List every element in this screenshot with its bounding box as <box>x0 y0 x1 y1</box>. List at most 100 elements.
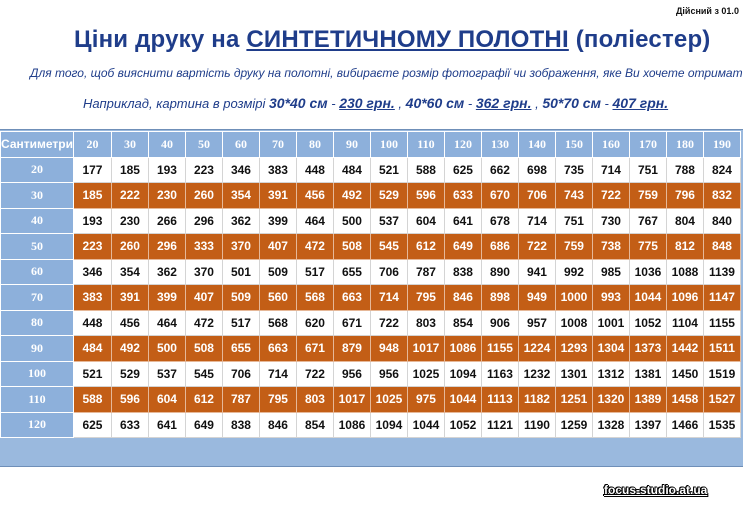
table-row: 70 383 391 399 407 509 560 568 663 714 795 846 898 94… <box>0 284 741 311</box>
price-cell: 625 <box>72 411 112 438</box>
price-cell: 500 <box>147 335 186 362</box>
row-header: 110 <box>0 386 74 413</box>
price-cell: 1121 <box>480 411 519 438</box>
price-cell: 906 <box>480 309 519 336</box>
price-cell: 898 <box>480 284 519 311</box>
price-cell: 722 <box>369 309 408 336</box>
price-cell: 266 <box>147 207 186 234</box>
price-cell: 803 <box>406 309 445 336</box>
price-cell: 1044 <box>406 411 445 438</box>
price-cell: 1086 <box>332 411 371 438</box>
column-header: 170 <box>628 131 667 158</box>
price-cell: 545 <box>184 360 223 387</box>
price-cell: 698 <box>517 156 556 183</box>
price-cell: 735 <box>554 156 593 183</box>
example-size-2: 40*60 см <box>405 95 465 111</box>
row-header: 60 <box>0 258 74 285</box>
price-cell: 1442 <box>665 335 704 362</box>
price-cell: 588 <box>72 386 112 413</box>
price-cell: 941 <box>517 258 556 285</box>
price-cell: 521 <box>72 360 112 387</box>
table-row: 50 223 260 296 333 370 407 472 508 545 612 649 686 72… <box>0 233 741 260</box>
price-cell: 706 <box>517 182 556 209</box>
price-cell: 678 <box>480 207 519 234</box>
price-cell: 1389 <box>628 386 667 413</box>
price-cell: 1182 <box>517 386 556 413</box>
title-highlight: СИНТЕТИЧНОМУ ПОЛОТНІ <box>246 26 569 53</box>
example-size-1: 30*40 см <box>269 95 328 111</box>
price-cell: 743 <box>554 182 593 209</box>
column-header: 150 <box>554 131 593 158</box>
price-cell: 1293 <box>554 335 593 362</box>
price-cell: 1397 <box>628 411 667 438</box>
row-header: 30 <box>0 182 74 209</box>
price-cell: 788 <box>665 156 704 183</box>
price-cell: 464 <box>295 207 334 234</box>
page-title: Ціни друку на СИНТЕТИЧНОМУ ПОЛОТНІ (полі… <box>74 26 711 54</box>
price-cell: 407 <box>184 284 223 311</box>
price-cell: 804 <box>665 207 704 234</box>
price-cell: 354 <box>110 258 149 285</box>
price-cell: 620 <box>295 309 334 336</box>
price-cell: 730 <box>591 207 630 234</box>
price-cell: 722 <box>591 182 630 209</box>
price-cell: 346 <box>72 258 112 285</box>
price-cell: 1001 <box>591 309 630 336</box>
price-cell: 1025 <box>369 386 408 413</box>
price-cell: 383 <box>72 284 112 311</box>
price-cell: 670 <box>480 182 519 209</box>
price-cell: 1519 <box>702 360 741 387</box>
price-cell: 706 <box>221 360 260 387</box>
price-cell: 1017 <box>332 386 371 413</box>
price-cell: 1466 <box>665 411 704 438</box>
row-header: 120 <box>0 411 74 438</box>
price-cell: 448 <box>295 156 334 183</box>
price-cell: 655 <box>221 335 260 362</box>
intro-text: Для того, щоб вияснити вартість друку на… <box>30 66 743 80</box>
table-row: 90 484 492 500 508 655 663 671 879 948 1017 1086 115… <box>0 335 741 362</box>
price-cell: 775 <box>628 233 667 260</box>
price-cell: 714 <box>258 360 297 387</box>
price-cell: 588 <box>406 156 445 183</box>
table-row: 40 193 230 266 296 362 399 464 500 537 604 641 678 71… <box>0 207 741 234</box>
table-row: 20 177 185 193 223 346 383 448 484 521 588 625 662 69… <box>0 156 741 183</box>
price-cell: 260 <box>110 233 149 260</box>
price-cell: 714 <box>369 284 408 311</box>
price-cell: 529 <box>110 360 149 387</box>
price-cell: 879 <box>332 335 371 362</box>
table-row: 100 521 529 537 545 706 714 722 956 956 1025 1094 11… <box>0 360 741 387</box>
price-cell: 714 <box>517 207 556 234</box>
price-cell: 975 <box>406 386 445 413</box>
price-cell: 568 <box>295 284 334 311</box>
footer-url: focus-studio.at.ua <box>604 483 708 497</box>
price-cell: 484 <box>72 335 112 362</box>
column-header: 20 <box>72 131 112 158</box>
price-cell: 185 <box>72 182 112 209</box>
row-header: 70 <box>0 284 74 311</box>
price-cell: 803 <box>295 386 334 413</box>
price-cell: 767 <box>628 207 667 234</box>
price-cell: 985 <box>591 258 630 285</box>
price-cell: 1086 <box>443 335 482 362</box>
table-row: 30 185 222 230 260 354 391 456 492 529 596 633 670 70… <box>0 182 741 209</box>
price-cell: 633 <box>110 411 149 438</box>
price-cell: 346 <box>221 156 260 183</box>
price-table: Сантиметри 20 30 40 50 60 70 80 90 100 110 120 130 14… <box>0 131 741 438</box>
price-cell: 222 <box>110 182 149 209</box>
price-cell: 362 <box>147 258 186 285</box>
price-cell: 1025 <box>406 360 445 387</box>
price-cell: 193 <box>72 207 112 234</box>
price-cell: 508 <box>184 335 223 362</box>
price-cell: 722 <box>517 233 556 260</box>
price-cell: 500 <box>332 207 371 234</box>
price-cell: 1458 <box>665 386 704 413</box>
price-cell: 993 <box>591 284 630 311</box>
price-cell: 230 <box>147 182 186 209</box>
table-row: 110 588 596 604 612 787 795 803 1017 1025 975 1044 1… <box>0 386 741 413</box>
price-cell: 1320 <box>591 386 630 413</box>
price-cell: 956 <box>369 360 408 387</box>
price-cell: 1094 <box>369 411 408 438</box>
price-cell: 537 <box>147 360 186 387</box>
price-cell: 260 <box>184 182 223 209</box>
price-cell: 738 <box>591 233 630 260</box>
